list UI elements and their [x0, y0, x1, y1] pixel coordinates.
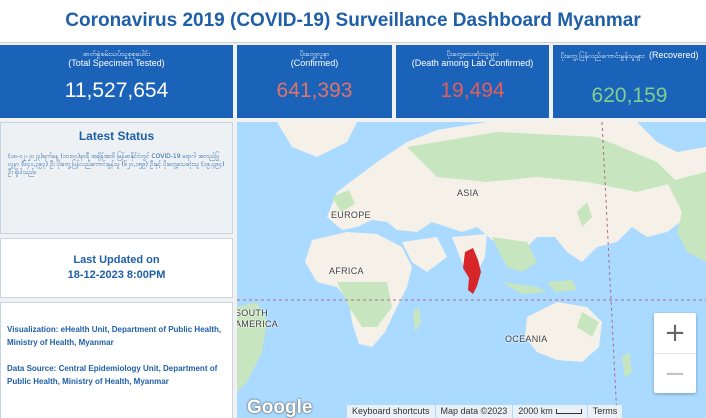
zoom-control: + −: [654, 313, 696, 393]
map-label-south-america: SOUTH AMERICA: [237, 308, 279, 329]
scale-label: 2000 km: [518, 406, 553, 416]
map-label-africa: AFRICA: [329, 266, 364, 276]
last-updated-label: Last Updated on: [73, 254, 160, 266]
zoom-out-button[interactable]: −: [654, 353, 696, 393]
stat-label-my: ပိုးတွေ့ ပြန်လည်ကောင်းမွန်သူများ: [560, 52, 645, 60]
scale-bar: [555, 409, 582, 415]
stat-deaths: ပိုးတွေ့သေဆုံးသူများ (Death among Lab Co…: [396, 45, 549, 118]
keyboard-shortcuts-link[interactable]: Keyboard shortcuts: [347, 405, 435, 418]
stat-value: 19,494: [440, 79, 505, 102]
last-updated-value: 18-12-2023 8:00PM: [67, 269, 166, 281]
map-canvas: [237, 122, 706, 418]
dashboard-header: Coronavirus 2019 (COVID-19) Surveillance…: [0, 0, 706, 43]
stat-label-en: (Confirmed): [290, 58, 339, 68]
scale-indicator[interactable]: 2000 km: [513, 405, 587, 418]
map-data-link[interactable]: Map data ©2023: [435, 405, 513, 418]
stat-label-my: ပိုးတွေ့လူနာ: [299, 50, 330, 58]
latest-status-heading: Latest Status: [78, 129, 155, 143]
stat-value: 641,393: [276, 79, 353, 102]
latest-status-panel: Latest Status (၁၈-၁၂-၂၀၂၃)ရက်နေ့ (၁၀း၀၀)…: [0, 122, 233, 234]
stat-label-my: ပိုးတွေ့သေဆုံးသူများ: [446, 50, 499, 58]
stat-confirmed: ပိုးတွေ့လူနာ (Confirmed) 641,393: [237, 45, 392, 118]
stat-label-my: ဓာတ်ခွဲစမ်းသပ်သူစုစုပေါင်း: [82, 50, 151, 58]
stat-value: 620,159: [591, 84, 668, 107]
stat-label-en: (Total Specimen Tested): [68, 58, 165, 68]
latest-status-text: (၁၈-၁၂-၂၀၂၃)ရက်နေ့ (၁၀း၀၀)နာရီ အချိန်အထိ…: [8, 153, 225, 176]
stat-recovered: ပိုးတွေ့ ပြန်လည်ကောင်းမွန်သူများ (Recove…: [553, 45, 706, 118]
stat-total-tested: ဓာတ်ခွဲစမ်းသပ်သူစုစုပေါင်း (Total Specim…: [0, 45, 233, 118]
data-source-credit: Data Source: Central Epidemiology Unit, …: [7, 364, 218, 386]
page-title: Coronavirus 2019 (COVID-19) Surveillance…: [65, 10, 641, 31]
google-logo[interactable]: Google: [247, 397, 313, 418]
terms-link[interactable]: Terms: [587, 405, 623, 418]
visualization-credit: Visualization: eHealth Unit, Department …: [7, 325, 222, 347]
map-attribution-bar: Keyboard shortcuts Map data ©2023 2000 k…: [347, 405, 623, 418]
map-label-oceania: OCEANIA: [505, 334, 548, 344]
map-label-europe: EUROPE: [331, 210, 371, 220]
map-label-asia: ASIA: [457, 188, 479, 198]
stat-label-en: (Recovered): [649, 50, 699, 60]
credits-panel: Visualization: eHealth Unit, Department …: [0, 302, 233, 418]
zoom-in-button[interactable]: +: [664, 318, 686, 348]
stat-label-en: (Death among Lab Confirmed): [411, 58, 534, 68]
world-map[interactable]: ASIA EUROPE AFRICA SOUTH AMERICA OCEANIA…: [237, 122, 706, 418]
stat-value: 11,527,654: [64, 79, 169, 102]
last-updated-panel: Last Updated on 18-12-2023 8:00PM: [0, 238, 233, 298]
